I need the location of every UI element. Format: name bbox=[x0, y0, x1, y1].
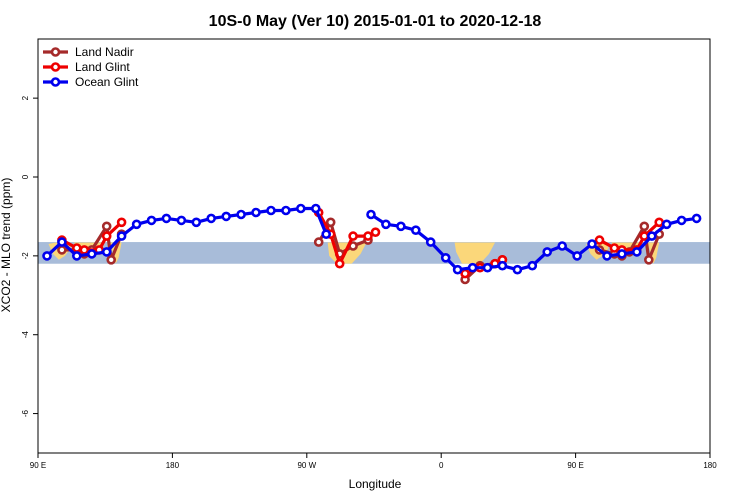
data-point-ocean-glint bbox=[266, 205, 276, 216]
y-axis-label: XCO2 - MLO trend (ppm) bbox=[0, 178, 13, 313]
data-point-ocean-glint bbox=[295, 203, 306, 214]
data-point-ocean-glint bbox=[42, 251, 52, 261]
data-point-ocean-glint bbox=[131, 219, 142, 230]
data-point-land-glint bbox=[79, 245, 90, 255]
data-point-ocean-glint bbox=[221, 211, 231, 222]
data-point-ocean-glint bbox=[57, 237, 67, 247]
data-point-ocean-glint bbox=[557, 241, 568, 251]
data-point-ocean-glint bbox=[410, 225, 421, 235]
data-point-land-glint bbox=[609, 243, 620, 253]
data-point-ocean-glint bbox=[236, 209, 246, 220]
data-point-land-glint bbox=[594, 235, 605, 245]
x-tick-label: 90 W bbox=[297, 461, 316, 470]
data-point-ocean-glint bbox=[512, 264, 523, 275]
data-point-ocean-glint bbox=[206, 213, 216, 224]
data-point-land-nadir bbox=[639, 221, 650, 232]
x-axis: 90 E 180 90 W 0 90 E 180 bbox=[30, 453, 717, 470]
data-point-ocean-glint bbox=[497, 260, 508, 271]
data-point-ocean-glint bbox=[321, 229, 332, 239]
data-point-ocean-glint bbox=[527, 260, 538, 271]
land-mask-5 bbox=[454, 242, 495, 264]
data-point-ocean-glint bbox=[676, 215, 687, 226]
data-point-land-glint bbox=[370, 227, 381, 237]
data-point-ocean-glint bbox=[440, 252, 451, 263]
data-point-ocean-glint bbox=[572, 251, 582, 261]
data-point-ocean-glint bbox=[396, 221, 406, 232]
y-tick-label: 2 bbox=[21, 95, 30, 100]
data-point-land-glint bbox=[363, 231, 373, 241]
legend-marker-land-nadir bbox=[50, 47, 61, 57]
legend-label-ocean-glint: Ocean Glint bbox=[75, 75, 139, 89]
series-land-glint bbox=[57, 207, 665, 279]
data-point-ocean-glint bbox=[251, 207, 261, 218]
data-point-ocean-glint bbox=[617, 249, 627, 259]
x-tick-label: 180 bbox=[166, 461, 180, 470]
series-ocean-glint bbox=[42, 203, 702, 275]
x-tick-label: 0 bbox=[439, 461, 444, 470]
data-point-ocean-glint bbox=[691, 213, 702, 224]
data-point-ocean-glint bbox=[425, 237, 436, 247]
plot-frame bbox=[37, 38, 711, 454]
legend-marker-land-glint bbox=[50, 62, 61, 72]
x-axis-label: Longitude bbox=[349, 477, 402, 491]
y-tick-label: -2 bbox=[21, 252, 30, 260]
data-point-ocean-glint bbox=[602, 251, 612, 261]
chart-title: 10S-0 May (Ver 10) 2015-01-01 to 2020-12… bbox=[209, 13, 542, 30]
x-tick-label: 90 E bbox=[30, 461, 46, 470]
data-point-land-glint bbox=[334, 258, 345, 269]
data-point-ocean-glint bbox=[482, 262, 493, 273]
x-tick-label: 90 E bbox=[567, 461, 583, 470]
data-point-ocean-glint bbox=[452, 264, 463, 275]
data-point-ocean-glint bbox=[72, 251, 82, 261]
data-point-land-glint bbox=[460, 268, 470, 279]
data-point-land-nadir bbox=[313, 237, 324, 247]
data-point-land-glint bbox=[654, 217, 665, 228]
data-point-ocean-glint bbox=[191, 217, 202, 228]
data-point-land-nadir bbox=[57, 245, 67, 255]
data-point-land-nadir bbox=[106, 254, 116, 265]
legend-marker-ocean-glint bbox=[50, 77, 61, 87]
data-point-ocean-glint bbox=[281, 205, 291, 216]
data-point-land-nadir bbox=[325, 217, 336, 228]
data-point-ocean-glint bbox=[116, 231, 127, 241]
legend-label-land-glint: Land Glint bbox=[75, 60, 130, 74]
series-layer bbox=[42, 203, 702, 285]
data-point-ocean-glint bbox=[176, 215, 187, 226]
data-point-ocean-glint bbox=[467, 262, 478, 273]
data-point-land-glint bbox=[72, 243, 82, 253]
x-tick-label: 180 bbox=[703, 461, 717, 470]
data-point-ocean-glint bbox=[381, 219, 391, 230]
data-point-land-glint bbox=[101, 231, 112, 241]
data-point-land-glint bbox=[116, 217, 127, 228]
data-point-land-nadir bbox=[101, 221, 112, 232]
y-tick-label: -4 bbox=[21, 331, 30, 339]
y-tick-label: -6 bbox=[21, 409, 30, 417]
y-tick-label: 0 bbox=[21, 174, 30, 179]
legend-label-land-nadir: Land Nadir bbox=[75, 45, 134, 59]
data-point-ocean-glint bbox=[661, 219, 672, 230]
data-point-land-nadir bbox=[643, 254, 654, 265]
data-point-ocean-glint bbox=[542, 247, 553, 257]
data-point-ocean-glint bbox=[631, 247, 642, 257]
data-point-ocean-glint bbox=[161, 213, 172, 224]
data-point-ocean-glint bbox=[101, 247, 112, 257]
data-point-ocean-glint bbox=[310, 203, 321, 214]
data-point-ocean-glint bbox=[146, 215, 157, 226]
data-point-ocean-glint bbox=[646, 231, 657, 241]
data-point-land-glint bbox=[348, 231, 358, 241]
y-axis: 2 0 -2 -4 -6 bbox=[21, 95, 38, 417]
land-mask-8 bbox=[647, 242, 660, 264]
data-point-ocean-glint bbox=[587, 239, 597, 249]
data-point-ocean-glint bbox=[87, 249, 97, 259]
data-point-land-glint bbox=[639, 231, 650, 241]
data-point-ocean-glint bbox=[366, 209, 376, 220]
